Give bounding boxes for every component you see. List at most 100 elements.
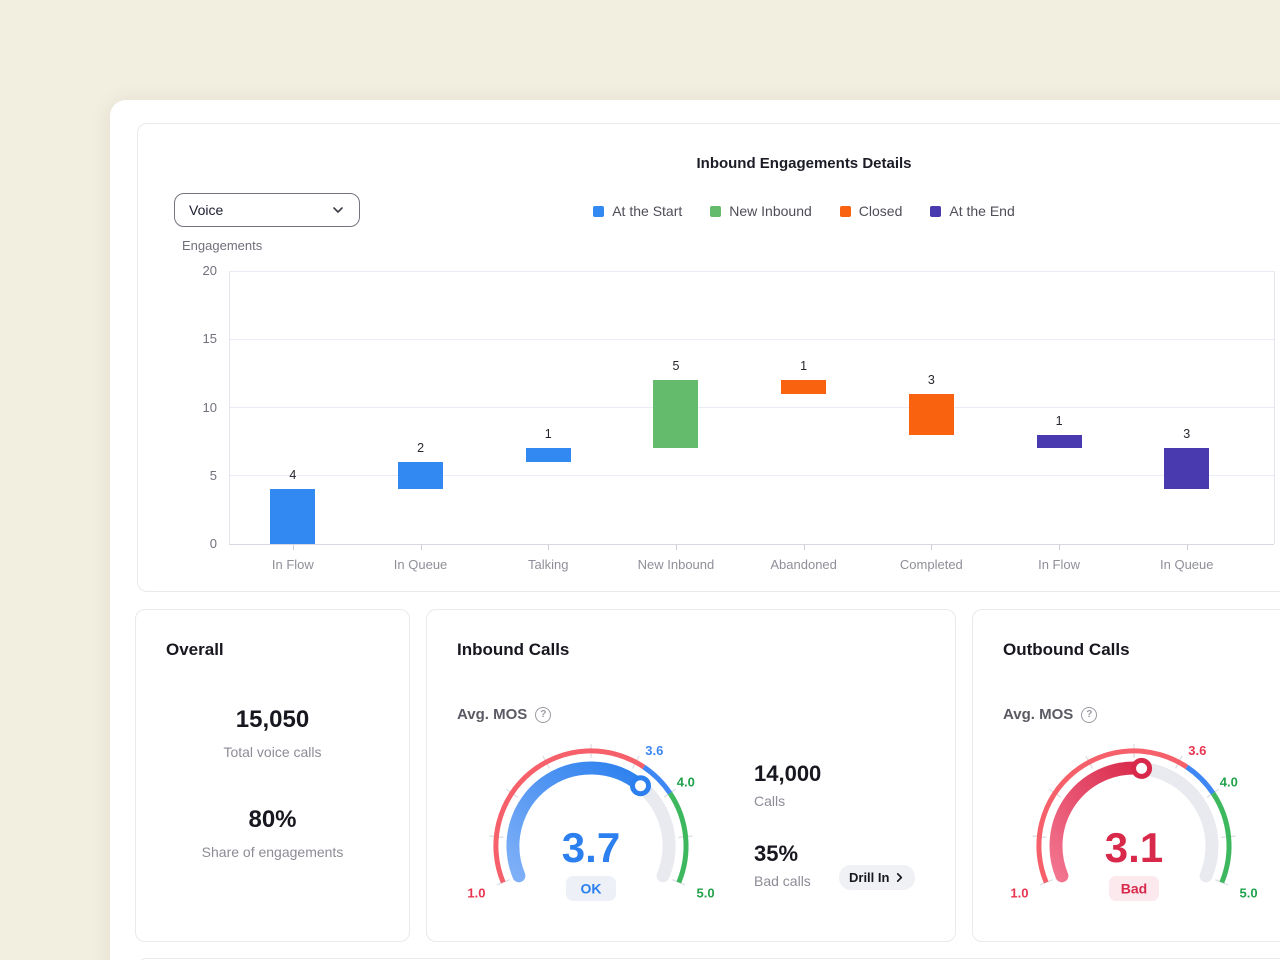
share-of-engagements-value: 80%	[248, 806, 297, 833]
x-axis-label: Completed	[899, 557, 963, 572]
gauge-progress	[1049, 761, 1149, 883]
plot-right-border	[1274, 271, 1275, 544]
legend-item-2[interactable]: Closed	[839, 203, 903, 219]
x-axis-tick	[1186, 545, 1188, 550]
legend-swatch	[710, 205, 722, 217]
chart-bar-5[interactable]	[781, 380, 827, 394]
outbound-avg-mos-label: Avg. MOS	[1003, 706, 1074, 723]
gauge-track	[1135, 761, 1219, 883]
gauge-tick-label: 4.0	[677, 775, 695, 790]
gauge-tick-label: 5.0	[697, 886, 715, 901]
gauge-progress	[506, 761, 647, 883]
x-axis-tick	[1059, 545, 1061, 550]
overall-card-title: Overall	[166, 640, 224, 659]
x-axis-tick	[548, 545, 550, 550]
gauge-ring-segment	[1036, 748, 1189, 884]
legend-swatch	[839, 205, 851, 217]
chart-bar-1[interactable]	[270, 489, 316, 544]
legend-label: At the Start	[612, 203, 683, 219]
bar-value-label: 1	[1055, 413, 1063, 428]
gridline-y15	[229, 338, 1274, 340]
legend-item-0[interactable]: At the Start	[593, 203, 682, 219]
y-axis-tick-label: 20	[202, 263, 217, 278]
chevron-down-icon	[331, 203, 345, 217]
total-voice-calls-label: Total voice calls	[223, 744, 322, 760]
inbound-bad-calls-pct: 35%	[754, 841, 799, 866]
legend-swatch	[593, 205, 605, 217]
bar-value-label: 1	[544, 427, 552, 442]
chart-bar-8[interactable]	[1164, 448, 1210, 490]
y-axis-title: Engagements	[182, 238, 263, 253]
legend-label: New Inbound	[729, 203, 812, 219]
gauge-value: 3.7	[562, 824, 620, 871]
x-axis-label: In Queue	[1160, 557, 1214, 572]
help-icon[interactable]	[535, 706, 552, 723]
gauge-tick-label: 4.0	[1220, 775, 1238, 790]
gridline-y0	[229, 543, 1274, 545]
gauge-knob[interactable]	[1131, 757, 1153, 779]
inbound-card-title: Inbound Calls	[457, 640, 570, 659]
x-axis-label: Talking	[528, 557, 569, 572]
chart-bar-6[interactable]	[908, 393, 954, 435]
gauge-status-badge	[566, 876, 616, 901]
legend-swatch	[930, 205, 942, 217]
engagements-plot-area: 0 5 10 15 20 4 In Flow 2 In Queue 1 Talking 5 New In…	[203, 263, 1280, 572]
engagements-chart-card: Inbound Engagements Details Voice At the…	[137, 123, 1280, 592]
gauge-status-badge	[1109, 876, 1159, 901]
chart-bar-2[interactable]	[398, 462, 444, 490]
overall-card: Overall 15,050 Total voice calls 80% Sha…	[135, 609, 410, 942]
drill-in-label: Drill In	[849, 870, 890, 885]
chart-bar-4[interactable]	[653, 380, 699, 449]
channel-filter-value: Voice	[189, 202, 224, 218]
gauge-ring-segment	[1185, 764, 1216, 795]
x-axis-tick	[803, 545, 805, 550]
gauge-ring-segment	[1210, 791, 1232, 884]
gauge-status-text: OK	[581, 881, 602, 897]
chart-bar-3[interactable]	[525, 448, 571, 463]
outbound-avg-mos-row: Avg. MOS	[1003, 706, 1098, 723]
chart-bar-7[interactable]	[1036, 434, 1082, 449]
legend-item-1[interactable]: New Inbound	[710, 203, 812, 219]
x-axis-tick	[675, 545, 677, 550]
x-axis-label: In Flow	[1038, 557, 1080, 572]
legend-label: At the End	[949, 203, 1015, 219]
gauge-tick-label: 1.0	[1010, 886, 1028, 901]
inbound-avg-mos-label: Avg. MOS	[457, 706, 528, 723]
gauge-status-text: Bad	[1121, 881, 1147, 897]
x-axis-tick	[420, 545, 422, 550]
inbound-mos-gauge: 1.0 3.6 4.0 5.0 3.7 OK	[467, 743, 715, 901]
legend-item-3[interactable]: At the End	[930, 203, 1015, 219]
chart-title: Inbound Engagements Details	[696, 155, 912, 172]
y-axis-tick-label: 10	[202, 399, 217, 415]
gauge-ring-segment	[642, 764, 673, 795]
total-voice-calls-value: 15,050	[235, 706, 310, 733]
legend-label: Closed	[858, 203, 903, 219]
gauge-tick-label: 3.6	[645, 743, 663, 758]
share-of-engagements-label: Share of engagements	[201, 844, 344, 860]
gauge-tick-label: 3.6	[1188, 743, 1206, 758]
x-axis-label: In Queue	[393, 557, 448, 572]
help-icon[interactable]	[1081, 706, 1098, 723]
bar-value-label: 5	[672, 359, 680, 374]
y-axis-tick-label: 5	[209, 467, 217, 483]
gauge-ring-segment	[493, 748, 646, 884]
x-axis-label: Abandoned	[770, 557, 837, 572]
chevron-right-icon	[894, 872, 905, 883]
gauge-knob[interactable]	[630, 775, 651, 797]
bar-value-label: 3	[927, 372, 935, 387]
channel-filter-dropdown[interactable]: Voice	[174, 193, 360, 227]
y-axis-tick-label: 0	[209, 536, 217, 551]
gauge-track	[634, 779, 676, 883]
gauge-ring-segment	[667, 791, 689, 884]
gridline-y10	[229, 407, 1274, 408]
outbound-card-title: Outbound Calls	[1003, 640, 1130, 659]
gridline-y5	[229, 475, 1274, 477]
inbound-avg-mos-row: Avg. MOS	[457, 706, 552, 723]
gauge-tick-label: 5.0	[1240, 886, 1258, 901]
inbound-calls-card: Inbound Calls Avg. MOS 1.0 3.6 4.0 5.0 3.7 OK…	[426, 609, 956, 942]
gauge-value: 3.1	[1105, 824, 1163, 871]
drill-in-button[interactable]: Drill In	[839, 865, 916, 890]
plot-left-border	[229, 271, 230, 544]
gridline-y20	[229, 270, 1274, 272]
dashboard-panel: Inbound Engagements Details Voice At the…	[110, 100, 1280, 960]
